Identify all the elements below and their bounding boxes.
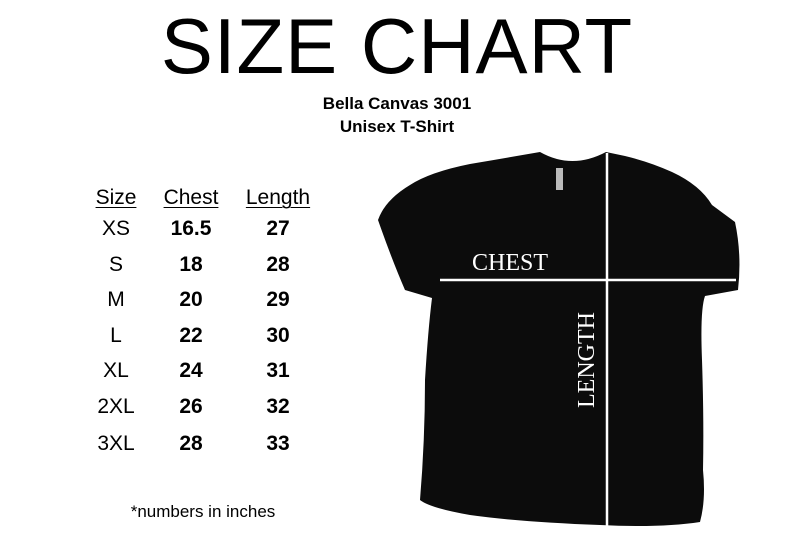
length-cell: 29 xyxy=(266,288,290,311)
page-title: SIZE CHART xyxy=(160,2,634,90)
column-header-length: Length xyxy=(245,186,311,209)
length-cell: 30 xyxy=(266,324,290,347)
neck-label xyxy=(556,168,563,190)
tshirt-shape xyxy=(378,152,740,526)
length-cell: 32 xyxy=(266,395,290,418)
size-cell: S xyxy=(108,253,123,276)
size-cell: L xyxy=(110,324,122,347)
chest-cell: 28 xyxy=(179,432,203,455)
length-cell: 33 xyxy=(266,432,290,455)
product-name: Bella Canvas 3001 xyxy=(322,94,472,113)
size-cell: M xyxy=(107,288,125,311)
size-cell: 2XL xyxy=(97,395,135,418)
product-type: Unisex T-Shirt xyxy=(339,117,455,136)
length-cell: 27 xyxy=(266,217,290,240)
length-cell: 28 xyxy=(266,253,290,276)
length-label: LENGTH xyxy=(574,312,600,408)
chest-cell: 16.5 xyxy=(170,217,212,240)
chest-cell: 26 xyxy=(179,395,203,418)
chest-cell: 18 xyxy=(179,253,203,276)
size-cell: 3XL xyxy=(97,432,135,455)
chest-cell: 24 xyxy=(179,359,203,382)
chest-label: CHEST xyxy=(472,250,548,276)
units-note: *numbers in inches xyxy=(130,502,276,521)
size-cell: XL xyxy=(103,359,129,382)
length-cell: 31 xyxy=(266,359,290,382)
column-header-size: Size xyxy=(95,186,137,209)
chest-cell: 22 xyxy=(179,324,203,347)
size-cell: XS xyxy=(101,217,130,240)
chest-cell: 20 xyxy=(179,288,203,311)
column-header-chest: Chest xyxy=(163,186,219,209)
